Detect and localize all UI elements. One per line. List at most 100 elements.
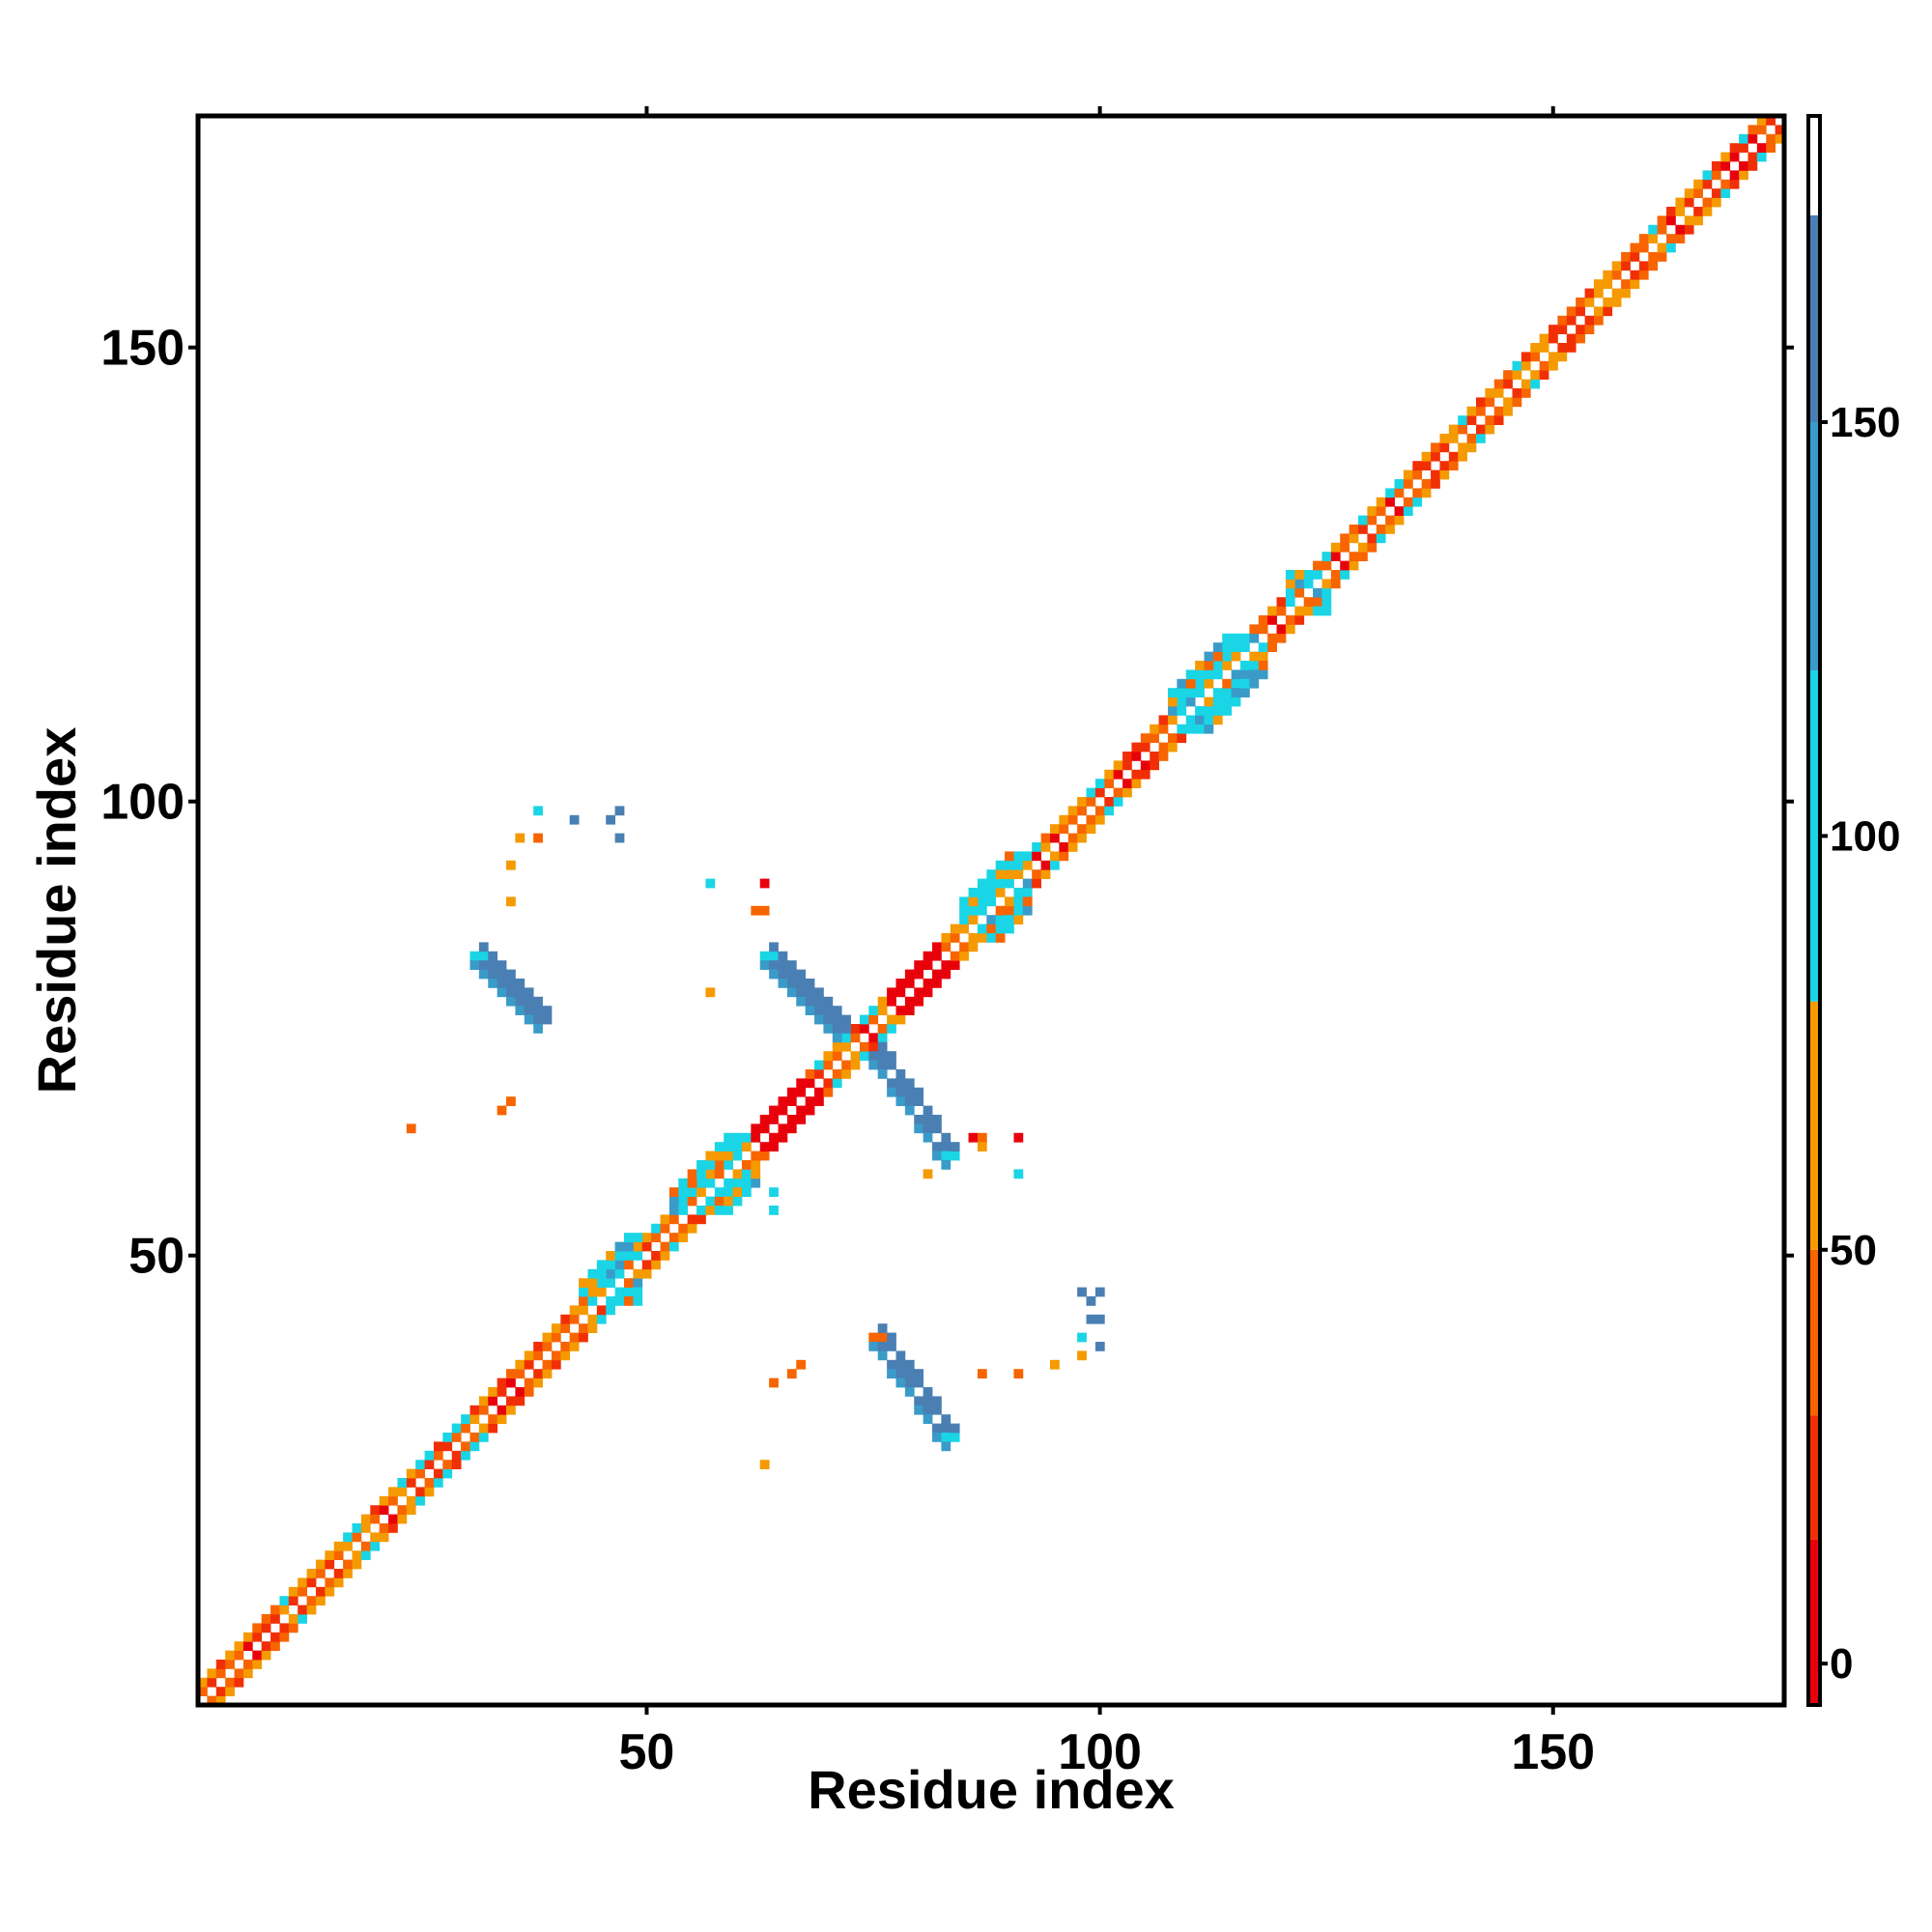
heatmap-cell [1022, 851, 1033, 862]
heatmap-cell [1503, 370, 1513, 380]
heatmap-cell [1666, 215, 1676, 226]
heatmap-cell [424, 1450, 435, 1461]
heatmap-cell [279, 1632, 290, 1642]
heatmap-cell [1702, 207, 1713, 216]
heatmap-cell [923, 1115, 933, 1124]
heatmap-cell [1285, 570, 1295, 580]
heatmap-cell [1593, 279, 1604, 289]
heatmap-cell [1321, 587, 1332, 598]
heatmap-cell [1512, 397, 1522, 408]
heatmap-cell [1720, 161, 1731, 171]
heatmap-cell [1702, 170, 1713, 181]
heatmap-cell [1530, 343, 1541, 353]
heatmap-cell [696, 1187, 706, 1197]
heatmap-cell [442, 1441, 453, 1452]
heatmap-cell [895, 1378, 906, 1388]
heatmap-cell [941, 1441, 952, 1452]
heatmap-cell [1756, 125, 1767, 135]
heatmap-cell [614, 1268, 625, 1279]
heatmap-cell [751, 905, 761, 916]
heatmap-cell [606, 1268, 616, 1279]
y-axis: 50 100 150 [100, 321, 1794, 1285]
heatmap-cell [488, 1414, 498, 1424]
heatmap-cell [207, 1668, 217, 1679]
heatmap-cell [1086, 1296, 1096, 1306]
heatmap-cell [1729, 143, 1740, 153]
heatmap-cell [786, 969, 797, 980]
heatmap-cell [1630, 242, 1640, 253]
heatmap-cell [488, 1387, 498, 1397]
heatmap-cell [333, 1541, 344, 1551]
heatmap-cell [1077, 1350, 1087, 1361]
heatmap-cell [914, 1396, 924, 1406]
heatmap-cell [270, 1641, 280, 1651]
heatmap-cell [1222, 642, 1233, 652]
heatmap-cell [1212, 696, 1223, 707]
heatmap-cell [379, 1532, 389, 1543]
heatmap-cell [1013, 1132, 1024, 1143]
heatmap-cell [1258, 651, 1268, 662]
heatmap-cell [724, 1151, 733, 1161]
heatmap-cell [914, 1123, 924, 1134]
heatmap-cell [1403, 506, 1413, 516]
heatmap-cell [1584, 315, 1595, 326]
heatmap-cell [1584, 325, 1595, 334]
heatmap-cell [759, 960, 770, 970]
heatmap-cell [524, 1387, 534, 1397]
heatmap-cell [542, 1006, 553, 1015]
heatmap-cell [914, 1096, 924, 1106]
heatmap-cell [1539, 360, 1549, 371]
heatmap-cell [741, 1187, 752, 1197]
heatmap-cell [1412, 461, 1423, 470]
heatmap-cell [1104, 769, 1115, 780]
heatmap-cell [306, 1596, 317, 1605]
heatmap-cell [1739, 161, 1748, 171]
heatmap-cell [288, 1596, 298, 1605]
heatmap-cell [850, 1051, 861, 1061]
heatmap-cell [451, 1433, 462, 1442]
heatmap-cell [1231, 642, 1241, 652]
heatmap-cell [1303, 597, 1314, 607]
heatmap-cell [1385, 488, 1395, 498]
heatmap-cell [668, 1206, 679, 1215]
heatmap-cell [841, 1069, 851, 1079]
heatmap-cell [1222, 706, 1233, 716]
heatmap-cell [678, 1233, 689, 1242]
heatmap-cell [1485, 424, 1495, 435]
heatmap-cell [478, 951, 489, 961]
heatmap-cell [1013, 896, 1024, 907]
heatmap-cell [868, 1006, 879, 1015]
heatmap-cell [1204, 715, 1214, 725]
heatmap-cell [1212, 651, 1223, 662]
heatmap-cell [315, 1559, 326, 1570]
heatmap-cell [786, 987, 797, 998]
heatmap-cell [796, 1078, 807, 1089]
heatmap-cell [488, 1396, 498, 1406]
heatmap-cell [623, 1241, 634, 1252]
heatmap-cell [406, 1123, 416, 1134]
heatmap-cell [388, 1523, 398, 1533]
heatmap-cell [877, 1323, 888, 1333]
heatmap-cell [1448, 451, 1459, 462]
heatmap-cell [968, 905, 979, 916]
heatmap-cell [1358, 552, 1368, 561]
heatmap-cell [1212, 669, 1223, 680]
heatmap-cell [1195, 669, 1205, 680]
heatmap-cell [895, 979, 906, 988]
heatmap-cell [569, 1332, 580, 1343]
heatmap-cell [1439, 434, 1450, 443]
heatmap-cell [1630, 252, 1640, 262]
heatmap-cell [968, 1132, 979, 1143]
heatmap-cell [1638, 242, 1649, 253]
heatmap-cell [1077, 1332, 1087, 1343]
heatmap-cell [596, 1260, 607, 1270]
heatmap-cell [1204, 706, 1214, 716]
heatmap-cell [198, 1687, 208, 1696]
heatmap-cell [687, 1214, 697, 1225]
heatmap-cell [1412, 488, 1423, 498]
heatmap-cell [1258, 661, 1268, 670]
heatmap-cell [877, 1060, 888, 1070]
heatmap-cell [895, 1096, 906, 1106]
heatmap-cell [1005, 851, 1014, 862]
heatmap-cell [986, 933, 997, 943]
